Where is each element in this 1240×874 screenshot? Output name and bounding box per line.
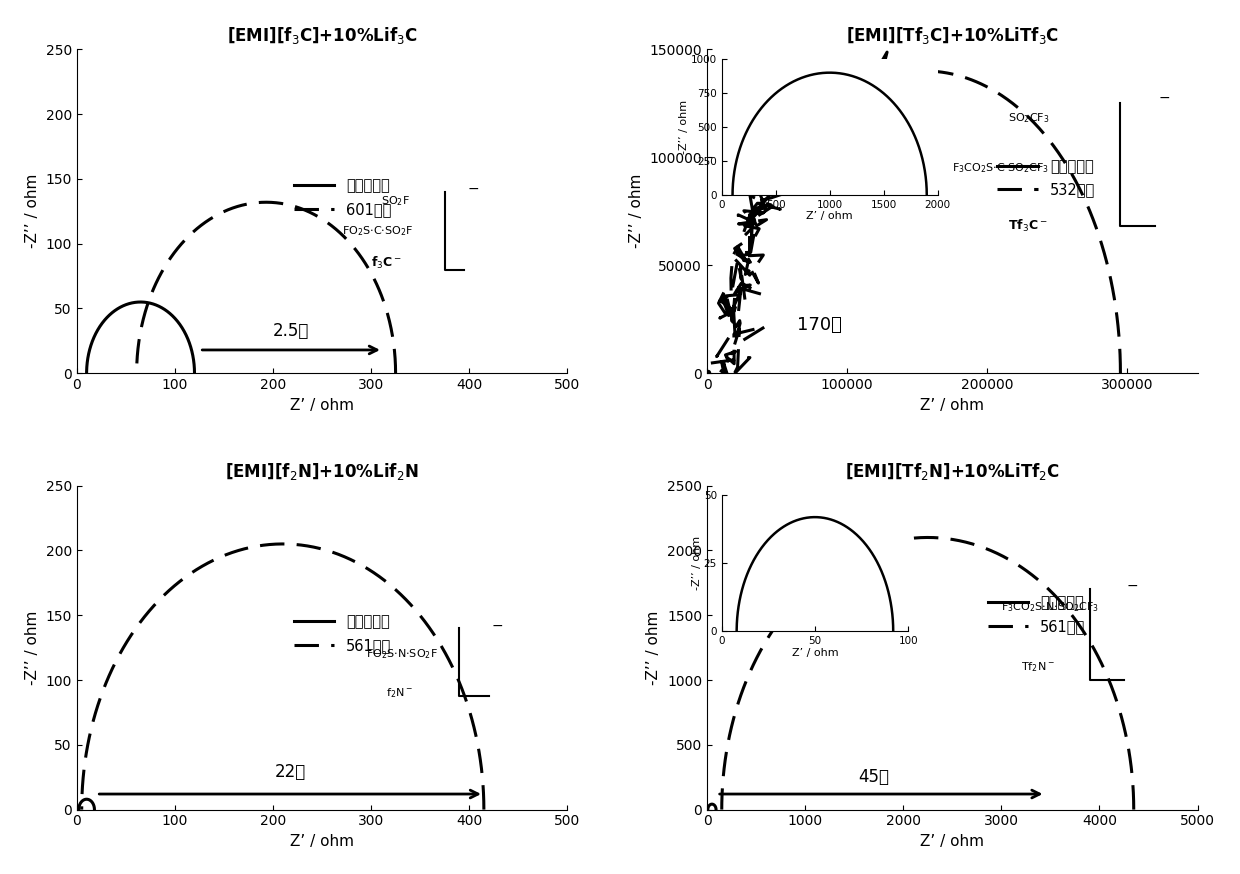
Text: FO$_2$S$\cdot$C$\cdot$SO$_2$F: FO$_2$S$\cdot$C$\cdot$SO$_2$F [342,224,413,238]
Legend: 电池调整后, 532天后: 电池调整后, 532天后 [992,153,1101,204]
X-axis label: Z’ / ohm: Z’ / ohm [920,398,985,413]
X-axis label: Z’ / ohm: Z’ / ohm [290,834,355,849]
Y-axis label: -Z’’ / ohm: -Z’’ / ohm [25,174,40,248]
Y-axis label: -Z’’ / ohm: -Z’’ / ohm [25,610,40,685]
Text: FO$_2$S$\cdot$N$\cdot$SO$_2$F: FO$_2$S$\cdot$N$\cdot$SO$_2$F [366,647,438,661]
Y-axis label: -Z’’ / ohm: -Z’’ / ohm [646,610,661,685]
Text: SO$_2$F: SO$_2$F [381,194,409,208]
Text: f$_3$C$^-$: f$_3$C$^-$ [371,255,402,271]
Text: Tf$_3$C$^-$: Tf$_3$C$^-$ [1008,218,1048,234]
Text: $-$: $-$ [1158,90,1171,104]
X-axis label: Z’ / ohm: Z’ / ohm [920,834,985,849]
Title: [EMI][Tf$_2$N]+10%LiTf$_2$C: [EMI][Tf$_2$N]+10%LiTf$_2$C [844,461,1060,482]
Text: 45倍: 45倍 [858,768,889,787]
Text: 170倍: 170倍 [797,316,842,335]
Title: [EMI][Tf$_3$C]+10%LiTf$_3$C: [EMI][Tf$_3$C]+10%LiTf$_3$C [846,25,1059,46]
Legend: 电池调整后, 561天后: 电池调整后, 561天后 [982,589,1091,640]
Legend: 电池调整后, 561天后: 电池调整后, 561天后 [288,608,397,659]
Text: Tf$_2$N$^-$: Tf$_2$N$^-$ [1021,660,1054,674]
Title: [EMI][f$_3$C]+10%Lif$_3$C: [EMI][f$_3$C]+10%Lif$_3$C [227,25,418,46]
X-axis label: Z’ / ohm: Z’ / ohm [290,398,355,413]
Text: $-$: $-$ [466,181,479,195]
Title: [EMI][f$_2$N]+10%Lif$_2$N: [EMI][f$_2$N]+10%Lif$_2$N [226,461,419,482]
Y-axis label: -Z’’ / ohm: -Z’’ / ohm [629,174,644,248]
Legend: 电池调整后, 601天后: 电池调整后, 601天后 [288,172,397,223]
Text: f$_2$N$^-$: f$_2$N$^-$ [386,686,413,700]
Text: 22倍: 22倍 [275,763,306,781]
Text: SO$_2$CF$_3$: SO$_2$CF$_3$ [1008,112,1050,125]
Text: $-$: $-$ [1126,578,1138,592]
Text: $-$: $-$ [491,618,503,632]
Text: F$_3$CO$_2$S$\cdot$C$\cdot$SO$_2$CF$_3$: F$_3$CO$_2$S$\cdot$C$\cdot$SO$_2$CF$_3$ [952,161,1049,175]
Text: 2.5倍: 2.5倍 [273,322,309,340]
Text: F$_3$CO$_2$S$\cdot$N$\cdot$SO$_2$CF$_3$: F$_3$CO$_2$S$\cdot$N$\cdot$SO$_2$CF$_3$ [1002,600,1099,614]
